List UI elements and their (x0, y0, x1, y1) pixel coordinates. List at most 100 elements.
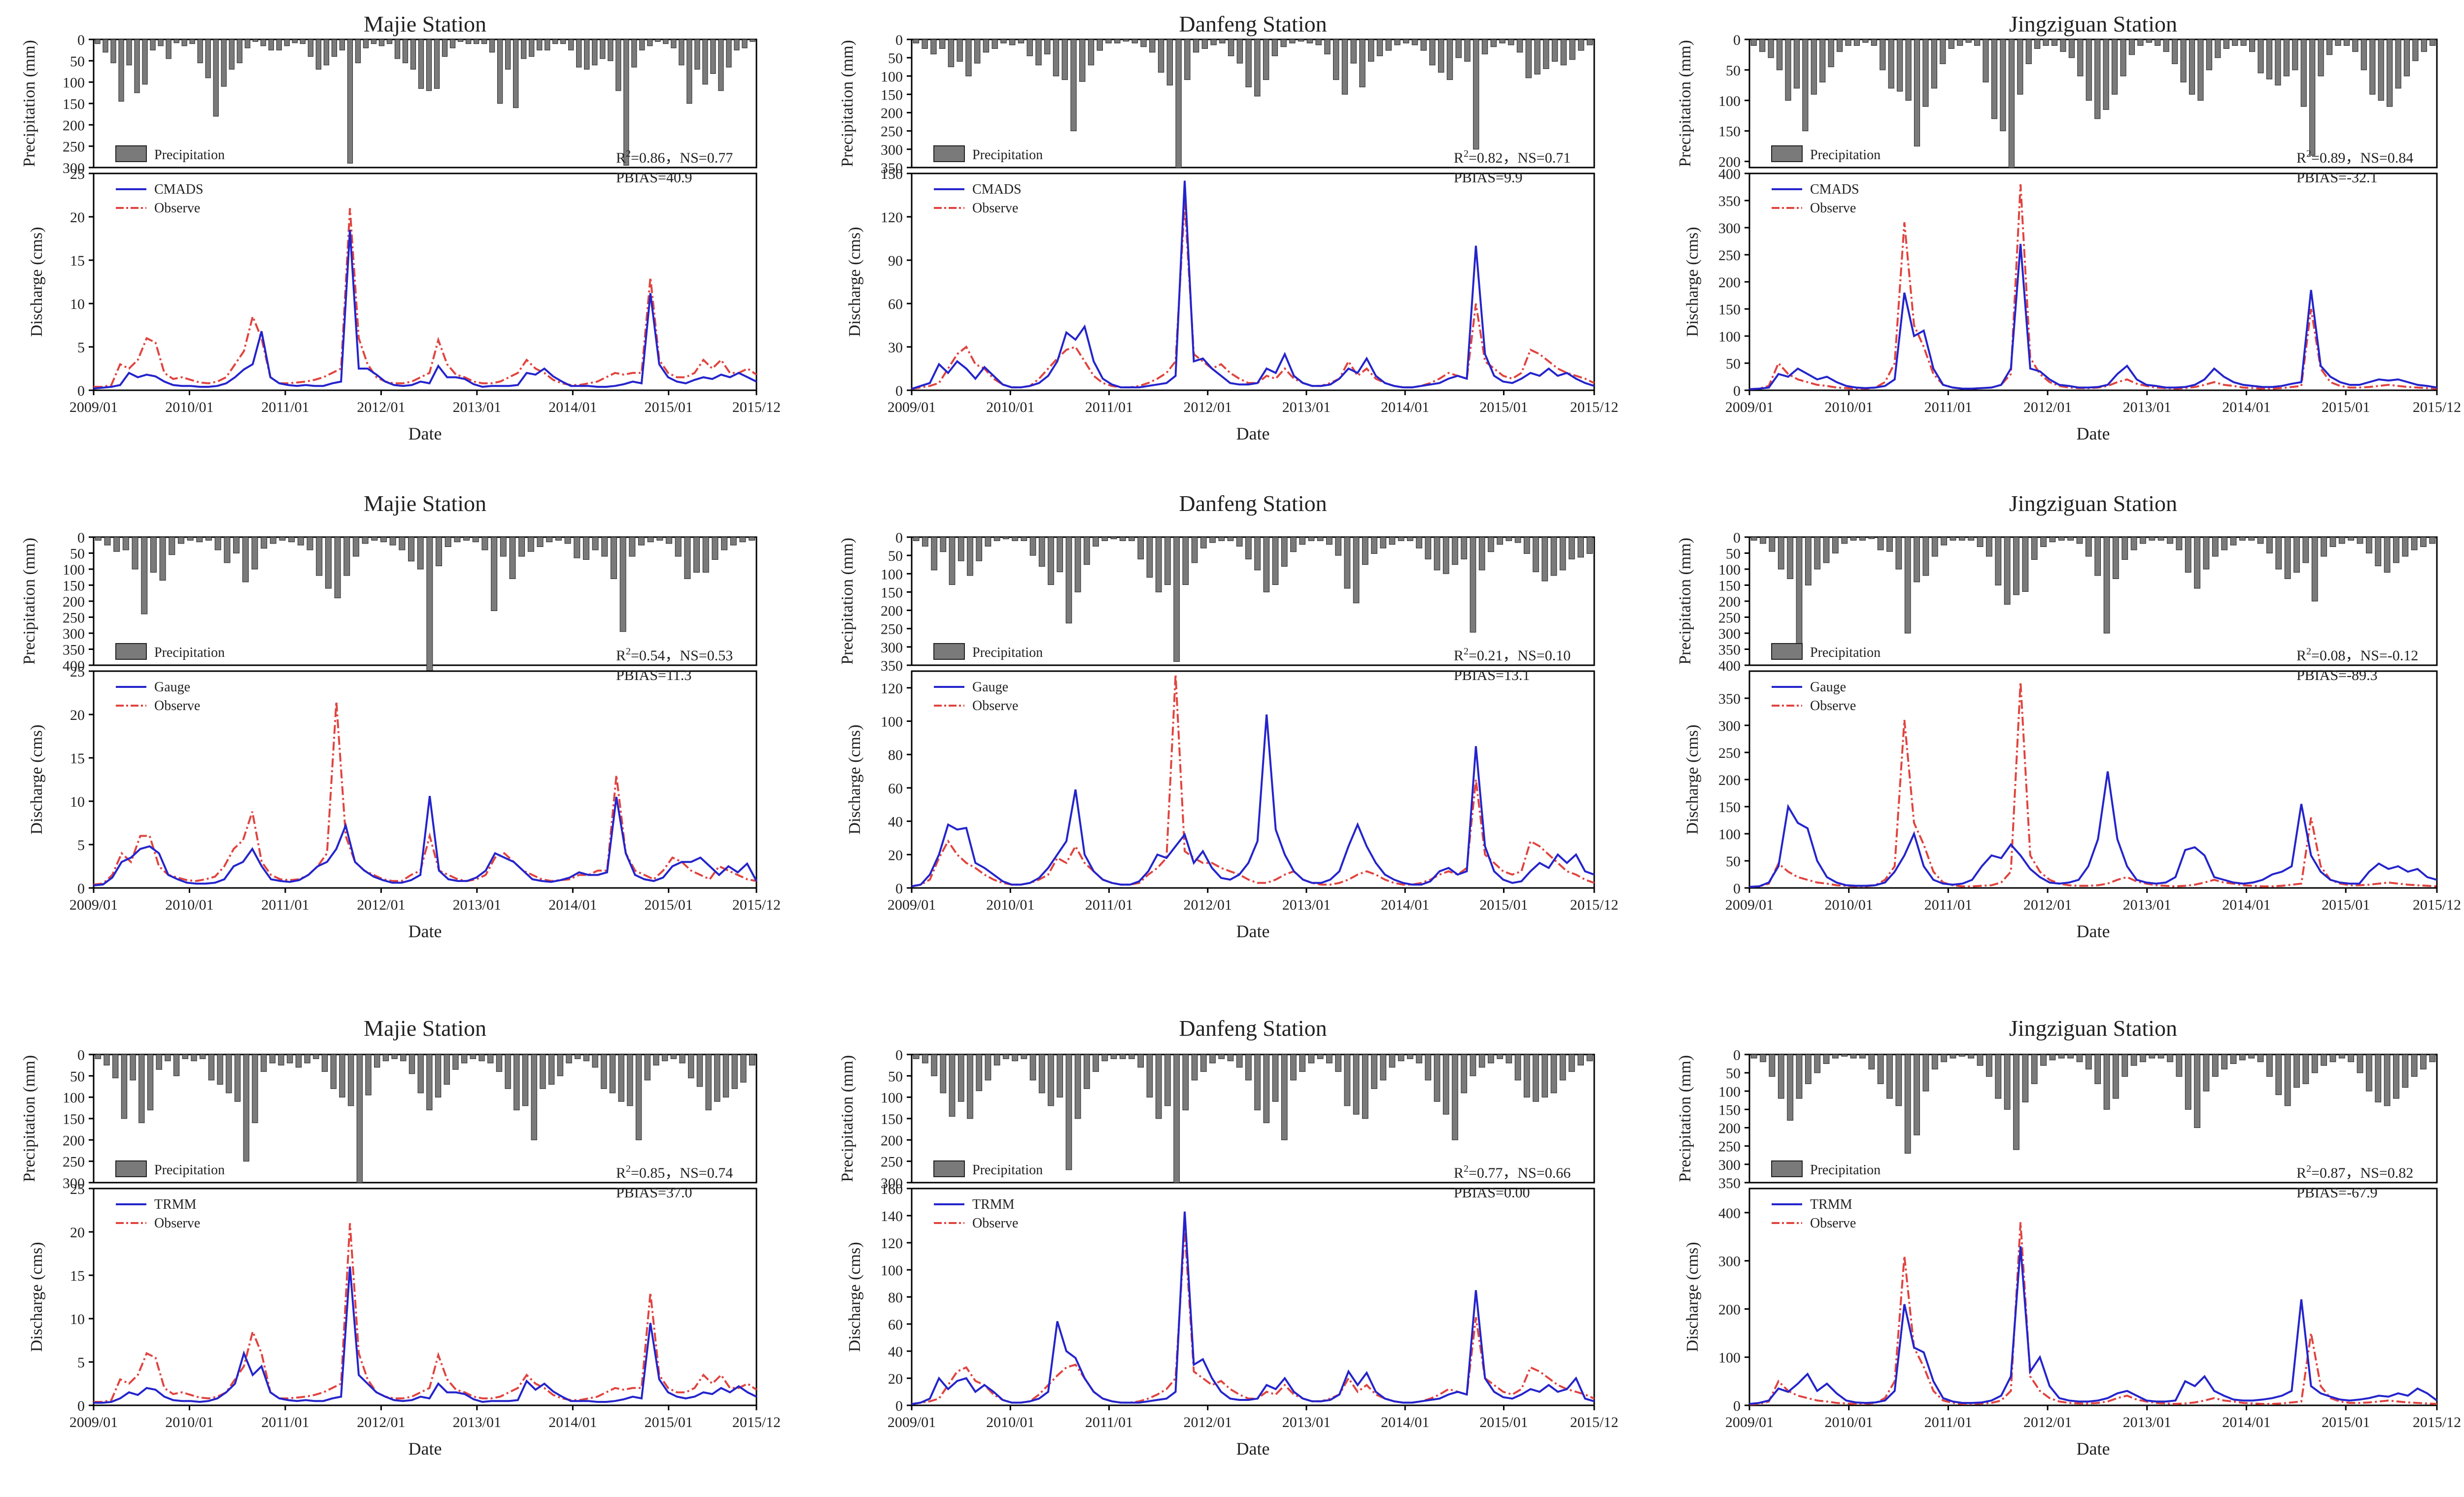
precip-bar (2420, 1054, 2427, 1070)
discharge-tick-label: 25 (70, 166, 85, 182)
precip-tick-label: 350 (881, 658, 903, 674)
precip-bar (1218, 1054, 1225, 1059)
precip-bar (2130, 1054, 2137, 1066)
precip-bar (1922, 537, 1929, 576)
precip-bar (1850, 1054, 1857, 1058)
precip-bar (112, 1054, 119, 1079)
precip-bar (1009, 39, 1016, 45)
precip-bar (1146, 537, 1153, 578)
precip-tick-label: 250 (881, 621, 903, 638)
precip-bar (191, 1054, 197, 1061)
precip-bar (1227, 537, 1234, 541)
x-tick-label: 2009/01 (888, 897, 936, 913)
precip-bar (555, 537, 562, 541)
precip-bar (576, 39, 582, 68)
precip-bar (229, 39, 235, 70)
precip-bar (347, 39, 353, 164)
precip-bar (1769, 537, 1776, 552)
precip-bar (948, 39, 955, 68)
precip-bar (1029, 1054, 1036, 1081)
precip-tick-label: 250 (1718, 1139, 1741, 1155)
precip-bar (1514, 1054, 1521, 1081)
x-axis-label: Date (2077, 1439, 2110, 1459)
precip-bar (694, 39, 700, 70)
precip-bar (2128, 39, 2135, 55)
precip-bar (1053, 39, 1060, 76)
x-tick-label: 2011/01 (1085, 897, 1133, 913)
discharge-tick-label: 120 (881, 680, 903, 697)
precip-bar (1464, 39, 1471, 62)
precip-bar (389, 537, 396, 545)
precip-bar (2302, 1054, 2309, 1084)
stats-r2-ns: R2=0.21，NS=0.10 (1454, 646, 1571, 664)
precip-bar (688, 1054, 694, 1079)
precip-bar (2411, 537, 2418, 550)
precip-bar (513, 1054, 520, 1111)
precip-bar (1137, 1054, 1144, 1068)
precip-bar (2149, 537, 2156, 541)
precip-bar (566, 1054, 572, 1063)
precip-bar (113, 537, 120, 552)
precip-bar (1759, 39, 1766, 52)
precip-bar (2403, 39, 2410, 76)
discharge-tick-label: 100 (1718, 329, 1741, 345)
precip-bar (213, 39, 219, 117)
x-tick-label: 2011/01 (261, 1414, 309, 1430)
precip-bar (1506, 1054, 1512, 1063)
precip-bar (655, 39, 661, 42)
precip-bar (244, 39, 250, 48)
precip-bar (1299, 1054, 1306, 1072)
precip-bar (922, 1054, 928, 1063)
precip-bar (730, 537, 737, 545)
precip-bar (985, 537, 992, 547)
precip-bar (1760, 537, 1766, 544)
precip-bar (509, 537, 516, 579)
stats-r2-sup: 2 (2306, 646, 2311, 657)
precip-bar (529, 39, 535, 57)
precip-bar (104, 537, 111, 545)
precip-bar (976, 537, 983, 561)
precip-bar (95, 1054, 102, 1059)
precip-bar (2393, 537, 2399, 563)
precip-bar (1977, 1054, 1984, 1066)
precip-bar (158, 39, 164, 46)
precip-bar (1895, 537, 1902, 570)
legend-precip-swatch (115, 1160, 147, 1177)
precip-bar (1778, 1054, 1784, 1099)
precip-bar (2335, 39, 2341, 46)
precip-bar (1577, 1054, 1584, 1066)
legend-sim-label: TRMM (972, 1197, 1015, 1212)
discharge-tick-label: 50 (1726, 853, 1741, 870)
x-axis-label: Date (409, 921, 442, 941)
precip-bar (1317, 1054, 1324, 1059)
precip-bar (1155, 537, 1162, 592)
legend-obs-label: Observe (1810, 698, 1856, 714)
precip-bar (1559, 537, 1566, 571)
discharge-tick-label: 0 (1733, 1398, 1741, 1414)
precip-bar (505, 39, 511, 70)
stats-r2-prefix: R (2296, 647, 2306, 664)
precip-bar (2430, 39, 2436, 46)
precip-bar (2384, 537, 2391, 573)
precip-bar (2393, 1054, 2399, 1099)
legend-precip-swatch (1771, 1160, 1803, 1177)
precip-bar (2103, 537, 2110, 634)
precip-bar (1065, 1054, 1072, 1170)
precip-bar (2094, 1054, 2101, 1084)
precip-bar (334, 537, 341, 598)
precip-bar (1904, 1054, 1911, 1154)
legend-precip-label: Precipitation (154, 147, 225, 163)
precip-bar (1871, 39, 1877, 46)
precip-bar (1308, 537, 1315, 541)
precip-bar (1787, 537, 1793, 579)
precip-bar (382, 1054, 389, 1061)
precip-bar (292, 39, 298, 43)
precip-bar (1048, 537, 1054, 585)
precip-bar (352, 537, 359, 557)
precip-bar (1057, 1054, 1063, 1098)
precip-tick-label: 350 (881, 160, 903, 176)
precip-tick-label: 100 (881, 566, 903, 582)
precip-bar (261, 537, 268, 549)
precip-bar (1977, 537, 1984, 547)
x-tick-label: 2015/12 (1570, 897, 1618, 913)
